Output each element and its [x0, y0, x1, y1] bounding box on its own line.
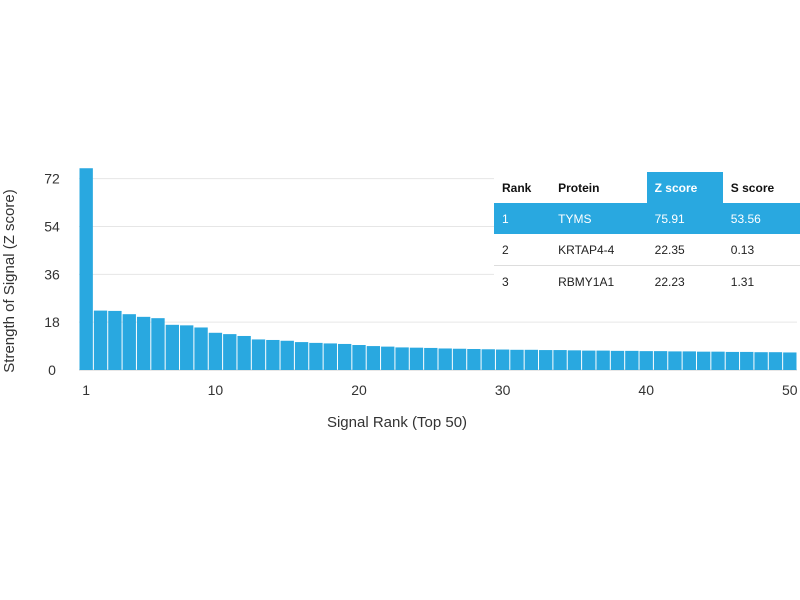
bar-rank-10: [208, 332, 223, 370]
y-tick-18: 18: [44, 314, 60, 330]
bar-rank-50: [783, 352, 797, 370]
bar-rank-43: [682, 351, 696, 370]
bar-rank-32: [524, 349, 539, 370]
table-header-row: Rank Protein Z score S score: [494, 172, 800, 203]
header-rank: Rank: [502, 180, 532, 195]
bar-rank-25: [424, 347, 438, 370]
header-s-score: S score: [730, 180, 775, 195]
header-protein: Protein: [558, 180, 600, 195]
bar-rank-40: [639, 351, 653, 370]
cell-z-score: 22.35: [654, 242, 685, 257]
y-tick-labels: 0 18 36 54 72: [44, 171, 60, 378]
bar-rank-27: [452, 348, 467, 370]
bar-rank-37: [596, 350, 610, 370]
bar-rank-45: [711, 351, 725, 370]
bar-rank-11: [223, 334, 237, 370]
bar-rank-7: [165, 324, 180, 370]
bar-rank-35: [567, 350, 582, 370]
bar-rank-14: [266, 339, 280, 370]
top-signals-table: Rank Protein Z score S score 1 TYMS 75.9…: [494, 172, 800, 297]
bar-rank-22: [381, 346, 395, 370]
bar-rank-44: [696, 351, 711, 370]
bar-rank-34: [553, 350, 567, 370]
cell-protein: TYMS: [550, 203, 647, 234]
bar-rank-31: [510, 349, 524, 370]
y-axis-title: Strength of Signal (Z score): [1, 189, 18, 372]
bar-rank-38: [610, 350, 625, 370]
table-row: 3 RBMY1A1 22.23 1.31: [494, 265, 800, 297]
bar-rank-49: [768, 352, 783, 370]
y-tick-0: 0: [48, 362, 56, 378]
bar-rank-29: [481, 349, 495, 370]
bar-rank-2: [93, 310, 108, 370]
bar-rank-12: [237, 335, 251, 370]
bar-rank-19: [337, 343, 352, 370]
bar-rank-42: [668, 351, 682, 370]
x-tick-10: 10: [208, 382, 224, 398]
cell-protein: RBMY1A1: [550, 265, 647, 297]
x-axis-title: Signal Rank (Top 50): [327, 414, 467, 431]
x-tick-labels: 1 10 20 30 40 50: [82, 382, 798, 398]
bar-rank-13: [251, 339, 266, 370]
bar-rank-30: [495, 349, 510, 370]
bar-rank-18: [323, 343, 337, 370]
bar-rank-17: [309, 342, 323, 370]
x-tick-30: 30: [495, 382, 511, 398]
bar-rank-3: [108, 310, 122, 370]
table-row: 1 TYMS 75.91 53.56: [494, 203, 800, 234]
bar-rank-39: [625, 350, 639, 370]
bar-rank-16: [294, 342, 309, 370]
bar-rank-1: [79, 168, 93, 370]
cell-protein: KRTAP4-4: [558, 242, 615, 257]
bar-rank-23: [395, 347, 409, 370]
bar-rank-26: [438, 348, 452, 370]
bar-rank-15: [280, 340, 294, 370]
cell-z-score: 22.23: [646, 265, 723, 297]
x-tick-40: 40: [638, 382, 654, 398]
cell-rank: 3: [494, 265, 551, 297]
bar-rank-6: [151, 318, 165, 370]
bar-rank-4: [122, 314, 136, 370]
bar-rank-8: [180, 325, 194, 370]
bar-rank-33: [539, 350, 553, 370]
bar-rank-36: [582, 350, 596, 370]
cell-rank: 1: [494, 203, 551, 234]
bars: [79, 168, 797, 370]
y-tick-54: 54: [44, 218, 60, 234]
cell-s-score: 1.31: [722, 265, 800, 297]
bar-rank-48: [754, 352, 768, 370]
y-tick-72: 72: [44, 171, 60, 187]
bar-rank-21: [366, 346, 381, 370]
bar-rank-24: [409, 347, 424, 370]
bar-rank-46: [725, 351, 740, 370]
cell-rank: 2: [502, 242, 509, 257]
cell-s-score: 0.13: [730, 242, 755, 257]
x-tick-20: 20: [351, 382, 367, 398]
x-tick-1: 1: [82, 382, 90, 398]
bar-rank-9: [194, 327, 208, 370]
x-tick-50: 50: [782, 382, 798, 398]
table-row: 2 KRTAP4-4 22.35 0.13: [494, 234, 800, 266]
header-z-score: Z score: [646, 172, 723, 203]
bar-rank-28: [467, 349, 481, 370]
cell-z-score: 75.91: [646, 203, 723, 234]
cell-s-score: 53.56: [722, 203, 800, 234]
bar-rank-5: [136, 316, 151, 370]
bar-rank-47: [740, 351, 754, 370]
bar-rank-20: [352, 345, 366, 370]
bar-rank-41: [653, 351, 668, 370]
y-tick-36: 36: [44, 266, 60, 282]
